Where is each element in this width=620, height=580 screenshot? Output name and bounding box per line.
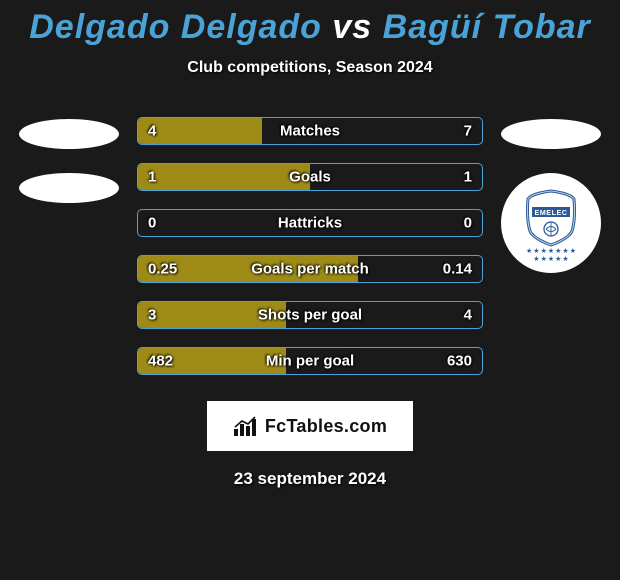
stat-row: 0.25 Goals per match 0.14: [137, 255, 483, 283]
badge-stars: ★ ★ ★ ★ ★ ★ ★: [517, 248, 585, 255]
star-icon: ★: [541, 256, 547, 263]
star-icon: ★: [562, 248, 568, 255]
stat-value-left: 0.25: [148, 261, 177, 278]
player1-club-placeholder: [19, 173, 119, 203]
page-title: Delgado Delgado vs Bagüí Tobar: [0, 8, 620, 47]
stat-label: Shots per goal: [258, 307, 362, 324]
stat-row: 0 Hattricks 0: [137, 209, 483, 237]
infographic-root: Delgado Delgado vs Bagüí Tobar Club comp…: [0, 0, 620, 489]
bars-icon: [233, 415, 259, 437]
stat-value-left: 1: [148, 169, 156, 186]
badge-text: EMELEC: [535, 208, 568, 217]
stat-value-left: 4: [148, 123, 156, 140]
stat-value-right: 630: [447, 353, 472, 370]
stat-label: Hattricks: [278, 215, 342, 232]
stat-label: Goals per match: [251, 261, 369, 278]
star-icon: ★: [548, 256, 554, 263]
stat-row: 1 Goals 1: [137, 163, 483, 191]
stats-area: 4 Matches 7 1 Goals 1 0 Hattricks 0 0.25 Goals per…: [0, 117, 620, 393]
stat-value-left: 0: [148, 215, 156, 232]
star-icon: ★: [533, 256, 539, 263]
emelec-badge: EMELEC ★ ★ ★ ★ ★ ★ ★: [517, 189, 585, 257]
star-icon: ★: [570, 248, 576, 255]
player2-name: Bagüí Tobar: [383, 8, 591, 46]
stat-row: 482 Min per goal 630: [137, 347, 483, 375]
stat-value-left: 3: [148, 307, 156, 324]
player1-name: Delgado Delgado: [29, 8, 322, 46]
stat-row: 3 Shots per goal 4: [137, 301, 483, 329]
stat-value-right: 7: [464, 123, 472, 140]
star-icon: ★: [562, 256, 568, 263]
brand-box: FcTables.com: [207, 401, 413, 451]
stat-fill: [138, 118, 262, 144]
stat-bars: 4 Matches 7 1 Goals 1 0 Hattricks 0 0.25 Goals per…: [137, 117, 483, 393]
badge-stars: ★ ★ ★ ★ ★: [517, 256, 585, 263]
stat-label: Matches: [280, 123, 340, 140]
date-text: 23 september 2024: [0, 469, 620, 489]
right-column: EMELEC ★ ★ ★ ★ ★ ★ ★: [501, 117, 601, 273]
star-icon: ★: [555, 256, 561, 263]
star-icon: ★: [541, 248, 547, 255]
stat-label: Goals: [289, 169, 331, 186]
player2-club-badge: EMELEC ★ ★ ★ ★ ★ ★ ★: [501, 173, 601, 273]
stat-value-right: 1: [464, 169, 472, 186]
stat-value-left: 482: [148, 353, 173, 370]
stat-value-right: 0: [464, 215, 472, 232]
brand-text: FcTables.com: [265, 416, 387, 437]
star-icon: ★: [555, 248, 561, 255]
left-column: [19, 117, 119, 227]
stat-fill: [138, 164, 310, 190]
player1-photo-placeholder: [19, 119, 119, 149]
star-icon: ★: [526, 248, 532, 255]
stat-value-right: 4: [464, 307, 472, 324]
stat-label: Min per goal: [266, 353, 354, 370]
stat-row: 4 Matches 7: [137, 117, 483, 145]
player2-photo-placeholder: [501, 119, 601, 149]
shield-icon: EMELEC: [522, 189, 580, 247]
subtitle: Club competitions, Season 2024: [0, 59, 620, 77]
star-icon: ★: [548, 248, 554, 255]
stat-value-right: 0.14: [443, 261, 472, 278]
star-icon: ★: [533, 248, 539, 255]
vs-text: vs: [332, 8, 372, 46]
